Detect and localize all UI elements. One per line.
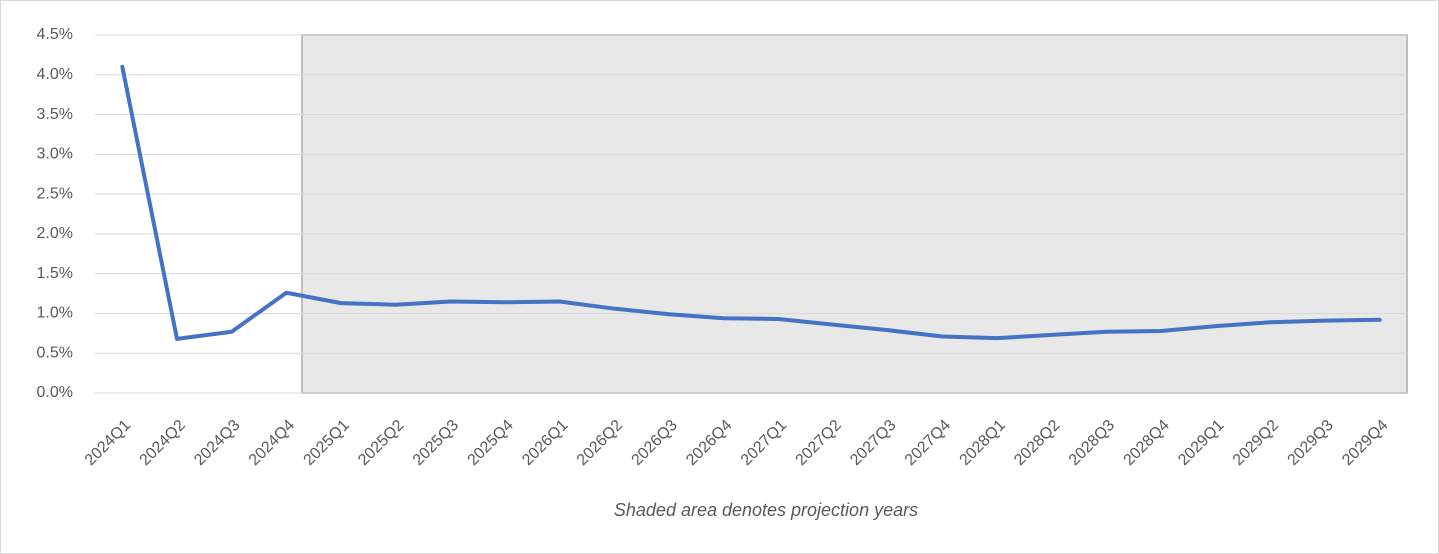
y-tick-label: 0.5% [37,344,73,361]
annotation: Shaded area denotes projection years [614,500,918,520]
y-tick-label: 1.0% [37,305,73,322]
y-tick-label: 4.0% [37,66,73,83]
y-tick-label: 0.0% [37,384,73,401]
y-tick-label: 4.5% [37,26,73,43]
y-tick-label: 2.5% [37,185,73,202]
y-tick-label: 3.0% [37,146,73,163]
y-tick-label: 1.5% [37,265,73,282]
series-line [120,64,1382,341]
projection-shade [301,34,1408,394]
y-tick-label: 3.5% [37,106,73,123]
y-tick-label: 2.0% [37,225,73,242]
